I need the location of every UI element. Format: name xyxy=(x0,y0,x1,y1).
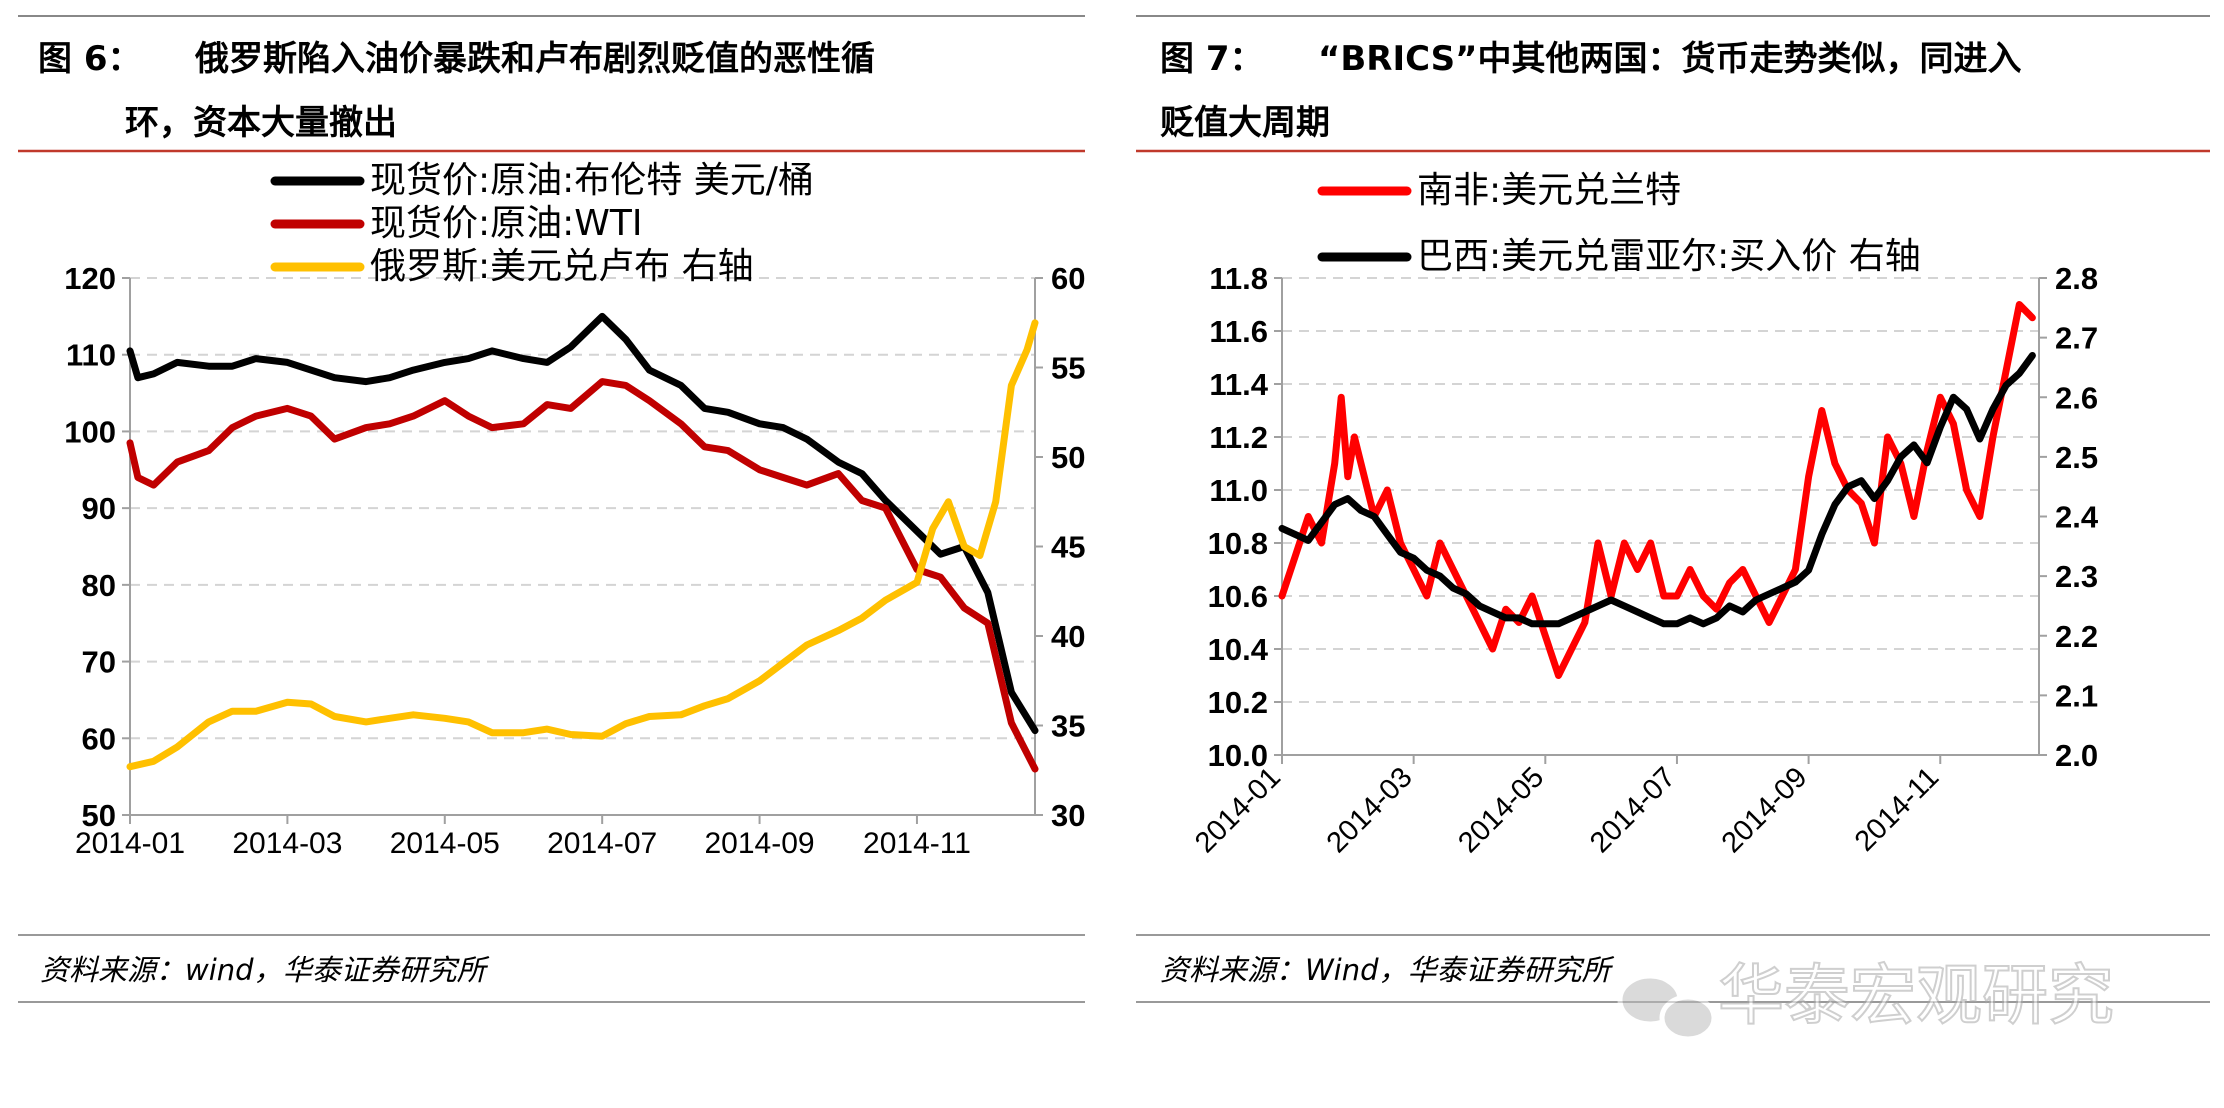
x-tick-label: 2014-01 xyxy=(75,827,185,860)
y-left-tick-label: 10.0 xyxy=(1208,738,1268,773)
legend-label: 巴西:美元兑雷亚尔:买入价 右轴 xyxy=(1417,236,1921,277)
series-line-0 xyxy=(1278,301,2036,679)
legend-label: 南非:美元兑兰特 xyxy=(1417,170,1681,211)
chart-rand-real: 10.0 10.2 10.4 10.6 10.8 11.0 11.2 11.4 11.6 11.8… xyxy=(1189,170,2099,859)
series-line-2 xyxy=(126,319,1039,771)
x-tick-label: 2014-09 xyxy=(705,827,815,860)
y-right-tick-label: 2.3 xyxy=(2055,559,2098,594)
figure7-footer: 资料来源：Wind，华泰证券研究所 xyxy=(1136,934,2210,1003)
figure6-label: 图 6： xyxy=(38,39,142,79)
x-tick-label: 2014-09 xyxy=(1716,761,1814,859)
y-right-tick-label: 2.1 xyxy=(2055,678,2098,713)
watermark: 华泰宏观研究 xyxy=(1617,956,2115,1042)
y-right-tick-label: 45 xyxy=(1051,530,1085,565)
y-left-tick-label: 10.2 xyxy=(1208,685,1268,720)
y-left-tick-label: 11.0 xyxy=(1209,473,1268,508)
y-left-tick-label: 70 xyxy=(82,645,116,680)
y-right-tick-label: 2.5 xyxy=(2055,440,2098,475)
y-left-tick-label: 11.8 xyxy=(1209,261,1268,296)
legend-label: 俄罗斯:美元兑卢布 右轴 xyxy=(370,246,754,287)
figure6-title-line2: 环，资本大量撤出 xyxy=(125,103,397,143)
x-tick-label: 2014-03 xyxy=(1321,761,1419,859)
y-right-tick-label: 35 xyxy=(1051,709,1085,744)
y-left-tick-label: 10.4 xyxy=(1208,632,1269,667)
series-line-1 xyxy=(1278,352,2036,628)
figure7-header: 图 7： “BRICS”中其他两国：货币走势类似，同进入 贬值大周期 xyxy=(1136,15,2210,153)
x-tick-label: 2014-07 xyxy=(547,827,657,860)
legend-label: 现货价:原油:WTI xyxy=(370,203,642,244)
chart-oil-ruble: 50 60 70 80 90 100 110 120 30 35 40 45 50 55 60 2014-01… xyxy=(64,160,1085,860)
y-left-tick-label: 120 xyxy=(64,261,116,296)
legend-label: 现货价:原油:布伦特 美元/桶 xyxy=(370,160,814,201)
y-left-tick-label: 11.2 xyxy=(1209,420,1268,455)
series-line-1 xyxy=(126,378,1039,773)
y-right-tick-label: 2.4 xyxy=(2055,500,2099,535)
x-tick-label: 2014-07 xyxy=(1584,761,1682,859)
y-right-tick-label: 2.8 xyxy=(2055,261,2098,296)
y-left-tick-label: 10.8 xyxy=(1208,526,1268,561)
y-right-tick-label: 40 xyxy=(1051,619,1085,654)
figure6-footer: 资料来源：wind，华泰证券研究所 xyxy=(18,934,1085,1003)
x-tick-label: 2014-01 xyxy=(1189,761,1287,859)
y-right-tick-label: 2.7 xyxy=(2055,321,2098,356)
y-left-tick-label: 11.4 xyxy=(1209,367,1268,402)
x-tick-label: 2014-03 xyxy=(232,827,342,860)
y-left-tick-label: 11.6 xyxy=(1209,314,1268,349)
figure6-title-line1: 俄罗斯陷入油价暴跌和卢布剧烈贬值的恶性循 xyxy=(194,39,875,79)
y-right-tick-label: 50 xyxy=(1051,440,1085,475)
x-tick-label: 2014-11 xyxy=(1849,761,1945,857)
y-right-tick-label: 55 xyxy=(1051,351,1085,386)
x-tick-label: 2014-05 xyxy=(1452,761,1550,859)
y-right-tick-label: 2.6 xyxy=(2055,380,2098,415)
y-right-tick-label: 2.0 xyxy=(2055,738,2098,773)
watermark-text: 华泰宏观研究 xyxy=(1718,957,2114,1034)
x-tick-label: 2014-05 xyxy=(390,827,500,860)
figure7-title-line2: 贬值大周期 xyxy=(1160,103,1330,143)
y-right-tick-label: 60 xyxy=(1051,261,1085,296)
y-left-tick-label: 60 xyxy=(82,721,116,756)
y-left-tick-label: 110 xyxy=(66,338,116,373)
figure7-label: 图 7： xyxy=(1160,39,1264,79)
y-left-tick-label: 90 xyxy=(82,491,116,526)
y-left-tick-label: 80 xyxy=(82,568,116,603)
figure6-header: 图 6： 俄罗斯陷入油价暴跌和卢布剧烈贬值的恶性循 环，资本大量撤出 xyxy=(18,15,1085,153)
y-left-tick-label: 100 xyxy=(64,414,116,449)
series-line-0 xyxy=(126,312,1039,735)
figure7-source: 资料来源：Wind，华泰证券研究所 xyxy=(1160,953,1615,987)
figure7-title-line1: “BRICS”中其他两国：货币走势类似，同进入 xyxy=(1318,39,2022,79)
wechat-logo-icon xyxy=(1617,973,1717,1042)
x-tick-label: 2014-11 xyxy=(863,827,971,860)
figure6-source: 资料来源：wind，华泰证券研究所 xyxy=(40,953,490,987)
y-right-tick-label: 30 xyxy=(1051,798,1085,833)
y-right-tick-label: 2.2 xyxy=(2055,619,2098,654)
y-left-tick-label: 10.6 xyxy=(1208,579,1268,614)
y-left-tick-label: 50 xyxy=(82,798,116,833)
